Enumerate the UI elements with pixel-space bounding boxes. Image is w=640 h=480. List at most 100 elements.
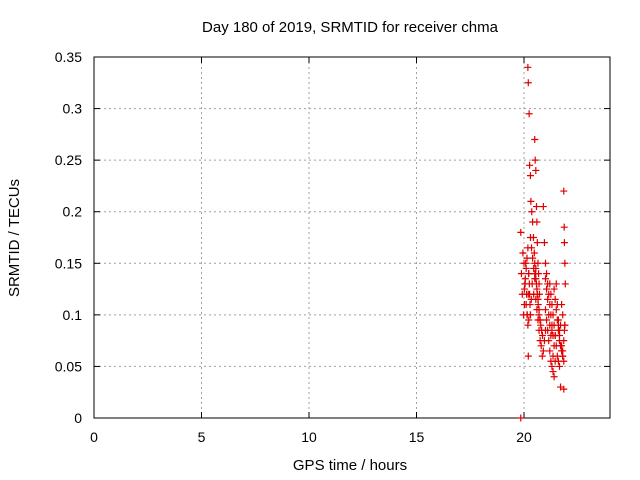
- data-point: [537, 342, 545, 350]
- data-point: [552, 306, 560, 314]
- y-tick-label: 0: [74, 410, 82, 426]
- data-point: [520, 259, 528, 267]
- data-point: [549, 368, 557, 376]
- y-tick-labels: 0 0.05 0.1 0.15 0.2 0.25 0.3 0.35: [55, 49, 82, 426]
- data-point: [526, 161, 534, 169]
- data-point: [526, 301, 534, 309]
- data-point: [525, 270, 533, 278]
- data-point: [558, 342, 566, 350]
- data-point: [524, 79, 532, 87]
- y-tick-label: 0.15: [55, 255, 82, 271]
- data-point: [560, 187, 568, 195]
- data-point: [539, 347, 547, 355]
- data-point: [543, 285, 551, 293]
- data-point: [560, 239, 568, 247]
- data-point: [560, 357, 568, 365]
- data-point: [558, 301, 566, 309]
- y-tick-label: 0.25: [55, 152, 82, 168]
- data-point: [547, 290, 555, 298]
- data-point: [528, 208, 536, 216]
- data-point: [554, 316, 562, 324]
- data-point: [545, 311, 553, 319]
- data-point: [540, 239, 548, 247]
- data-point: [552, 280, 560, 288]
- data-point: [537, 321, 545, 329]
- data-point: [548, 362, 556, 370]
- y-tick-label: 0.1: [63, 307, 83, 323]
- y-tick-label: 0.2: [63, 204, 83, 220]
- data-point: [550, 373, 558, 381]
- data-point: [521, 275, 529, 283]
- axis-ticks: [93, 56, 610, 419]
- data-point: [527, 197, 535, 205]
- data-point: [538, 331, 546, 339]
- x-tick-label: 5: [198, 429, 206, 445]
- data-point: [524, 352, 532, 360]
- data-point: [542, 275, 549, 283]
- data-point: [526, 311, 534, 319]
- data-point: [529, 254, 537, 262]
- y-tick-label: 0.05: [55, 358, 82, 374]
- data-point: [517, 270, 525, 278]
- data-point: [530, 290, 538, 298]
- data-point: [560, 223, 568, 231]
- data-point: [555, 362, 563, 370]
- data-points: [517, 63, 569, 422]
- data-point: [528, 244, 536, 252]
- data-point: [526, 172, 534, 180]
- data-point: [534, 295, 542, 303]
- data-point: [559, 347, 567, 355]
- data-point: [531, 136, 539, 144]
- data-point: [542, 306, 549, 314]
- data-point: [517, 414, 525, 422]
- chart-title: Day 180 of 2019, SRMTID for receiver chm…: [202, 19, 499, 36]
- data-point: [551, 357, 559, 365]
- data-point: [546, 321, 554, 329]
- data-point: [548, 326, 556, 334]
- data-point: [532, 275, 540, 283]
- data-point: [542, 259, 549, 267]
- data-point: [560, 337, 568, 345]
- data-point: [544, 295, 552, 303]
- y-axis-label: SRMTID / TECUs: [6, 179, 23, 297]
- data-point: [533, 239, 541, 247]
- data-point: [530, 249, 538, 257]
- y-tick-label: 0.3: [63, 101, 83, 117]
- data-point: [546, 347, 554, 355]
- data-point: [530, 264, 538, 272]
- data-point: [538, 352, 546, 360]
- data-point: [557, 383, 565, 391]
- data-point: [547, 331, 555, 339]
- data-point: [551, 295, 559, 303]
- data-point: [525, 316, 533, 324]
- data-point: [525, 110, 533, 118]
- data-point: [535, 326, 543, 334]
- data-point: [561, 321, 569, 329]
- data-point: [555, 326, 563, 334]
- data-point: [536, 316, 544, 324]
- y-tick-label: 0.35: [55, 49, 82, 65]
- data-point: [545, 337, 553, 345]
- data-point: [520, 285, 528, 293]
- data-point: [533, 218, 541, 226]
- x-tick-label: 10: [301, 429, 317, 445]
- data-point: [531, 270, 539, 278]
- x-tick-label: 20: [516, 429, 532, 445]
- x-tick-label: 0: [90, 429, 98, 445]
- x-tick-label: 15: [409, 429, 425, 445]
- data-point: [550, 285, 558, 293]
- data-point: [535, 306, 543, 314]
- data-point: [543, 316, 551, 324]
- data-point: [532, 203, 540, 211]
- data-point: [522, 264, 530, 272]
- data-point: [559, 311, 567, 319]
- data-point: [524, 321, 532, 329]
- data-point: [533, 285, 541, 293]
- data-point: [524, 63, 532, 71]
- data-point: [531, 259, 539, 267]
- data-point: [526, 234, 534, 241]
- data-point: [543, 270, 551, 278]
- x-axis-label: GPS time / hours: [293, 457, 407, 474]
- x-tick-labels: 0 5 10 15 20: [90, 429, 532, 445]
